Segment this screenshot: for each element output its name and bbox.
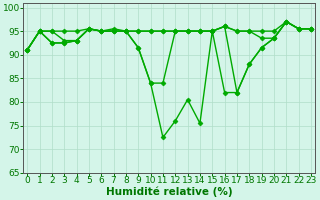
X-axis label: Humidité relative (%): Humidité relative (%) xyxy=(106,187,232,197)
